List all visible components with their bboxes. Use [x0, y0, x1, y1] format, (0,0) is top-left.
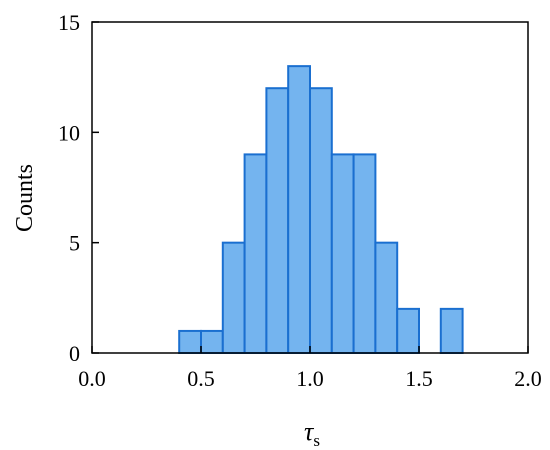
plot-frame [91, 21, 529, 354]
x-axis-title-subscript: s [313, 431, 320, 450]
x-axis-title: τs [304, 417, 320, 450]
y-tick-label: 10 [58, 120, 80, 145]
histogram-bar [287, 65, 312, 354]
histogram-bar [178, 329, 202, 354]
y-ticks: 0 5 10 15 [58, 10, 99, 366]
histogram-bar [330, 153, 355, 354]
histogram-bar [265, 87, 290, 354]
histogram-bar [374, 241, 399, 355]
x-tick-label: 2.0 [514, 366, 542, 391]
histogram-bar [221, 241, 246, 355]
histogram-bar [243, 153, 268, 354]
histogram-bar [200, 329, 224, 354]
histogram-bar [396, 307, 421, 355]
x-axis-title-main: τ [304, 417, 315, 446]
y-axis-title: Counts [12, 164, 38, 232]
y-tick-label: 5 [69, 231, 80, 256]
x-tick-label: 1.0 [296, 366, 324, 391]
histogram-bar [309, 87, 333, 354]
y-tick-label: 0 [69, 341, 80, 366]
histogram-bar [352, 153, 377, 354]
x-ticks: 0.0 0.5 1.0 1.5 2.0 [78, 346, 542, 391]
x-tick-label: 1.5 [405, 366, 433, 391]
histogram-bar [439, 307, 464, 355]
y-tick-label: 15 [58, 10, 80, 35]
bars-group [178, 65, 464, 355]
x-tick-label: 0.0 [78, 366, 106, 391]
x-tick-label: 0.5 [187, 366, 215, 391]
